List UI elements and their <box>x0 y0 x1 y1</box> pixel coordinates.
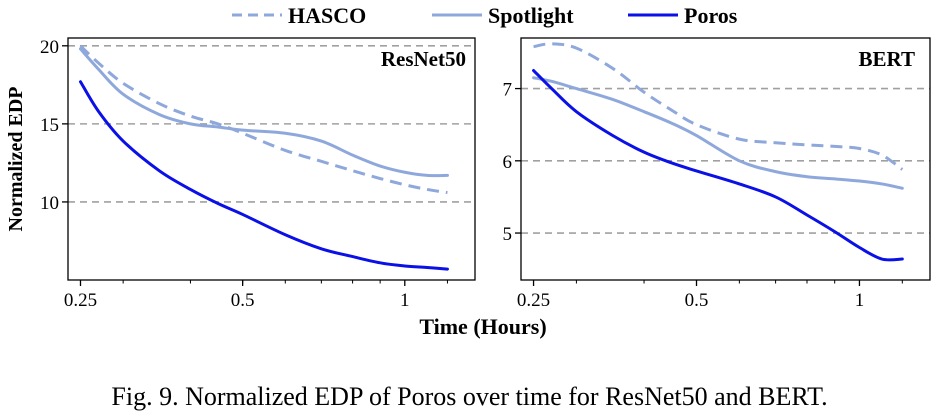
legend-hasco-label: HASCO <box>288 3 366 28</box>
figure-caption: Fig. 9. Normalized EDP of Poros over tim… <box>111 382 828 411</box>
resnet50-x-tick-label: 0.5 <box>231 290 255 311</box>
resnet50-y-tick-label: 15 <box>40 115 59 136</box>
bert-title: BERT <box>859 47 915 71</box>
resnet50-panel: 10 15 20 0.25 0.5 1 ResNet50 <box>40 37 476 311</box>
bert-y-tick-label: 7 <box>503 80 513 101</box>
resnet50-x-tick-label: 0.25 <box>64 290 97 311</box>
bert-poros-line <box>532 69 904 262</box>
bert-y-tick-label: 5 <box>503 224 513 245</box>
resnet50-spotlight-line <box>78 47 449 178</box>
resnet50-title: ResNet50 <box>381 47 466 71</box>
bert-panel: 5 6 7 0.25 0.5 1 BERT <box>503 37 931 311</box>
legend-spotlight-label: Spotlight <box>488 3 574 28</box>
resnet50-plot-frame <box>67 37 476 281</box>
bert-x-tick-label: 0.25 <box>517 290 550 311</box>
y-axis-label: Normalized EDP <box>5 87 27 232</box>
resnet50-y-tick-label: 10 <box>40 193 59 214</box>
resnet50-series <box>78 44 449 271</box>
bert-plot-frame <box>520 37 931 281</box>
bert-spotlight-line <box>532 76 904 190</box>
bert-hasco-line <box>533 42 904 171</box>
resnet50-grid <box>68 45 475 203</box>
resnet50-poros-line <box>78 80 449 271</box>
bert-x-tick-label: 0.5 <box>685 290 709 311</box>
bert-series <box>532 42 904 262</box>
bert-y-tick-label: 6 <box>503 152 513 173</box>
bert-grid <box>521 87 930 234</box>
resnet50-hasco-line <box>79 44 448 195</box>
resnet50-y-tick-label: 20 <box>40 37 59 58</box>
bert-x-tick-label: 1 <box>855 290 865 311</box>
x-axis-label: Time (Hours) <box>419 314 546 339</box>
bert-ticks: 5 6 7 0.25 0.5 1 <box>503 80 903 311</box>
legend-poros-label: Poros <box>684 3 738 28</box>
resnet50-ticks: 10 15 20 0.25 0.5 1 <box>40 37 448 311</box>
legend: HASCO Spotlight Poros <box>232 3 738 28</box>
resnet50-x-tick-label: 1 <box>400 290 410 311</box>
